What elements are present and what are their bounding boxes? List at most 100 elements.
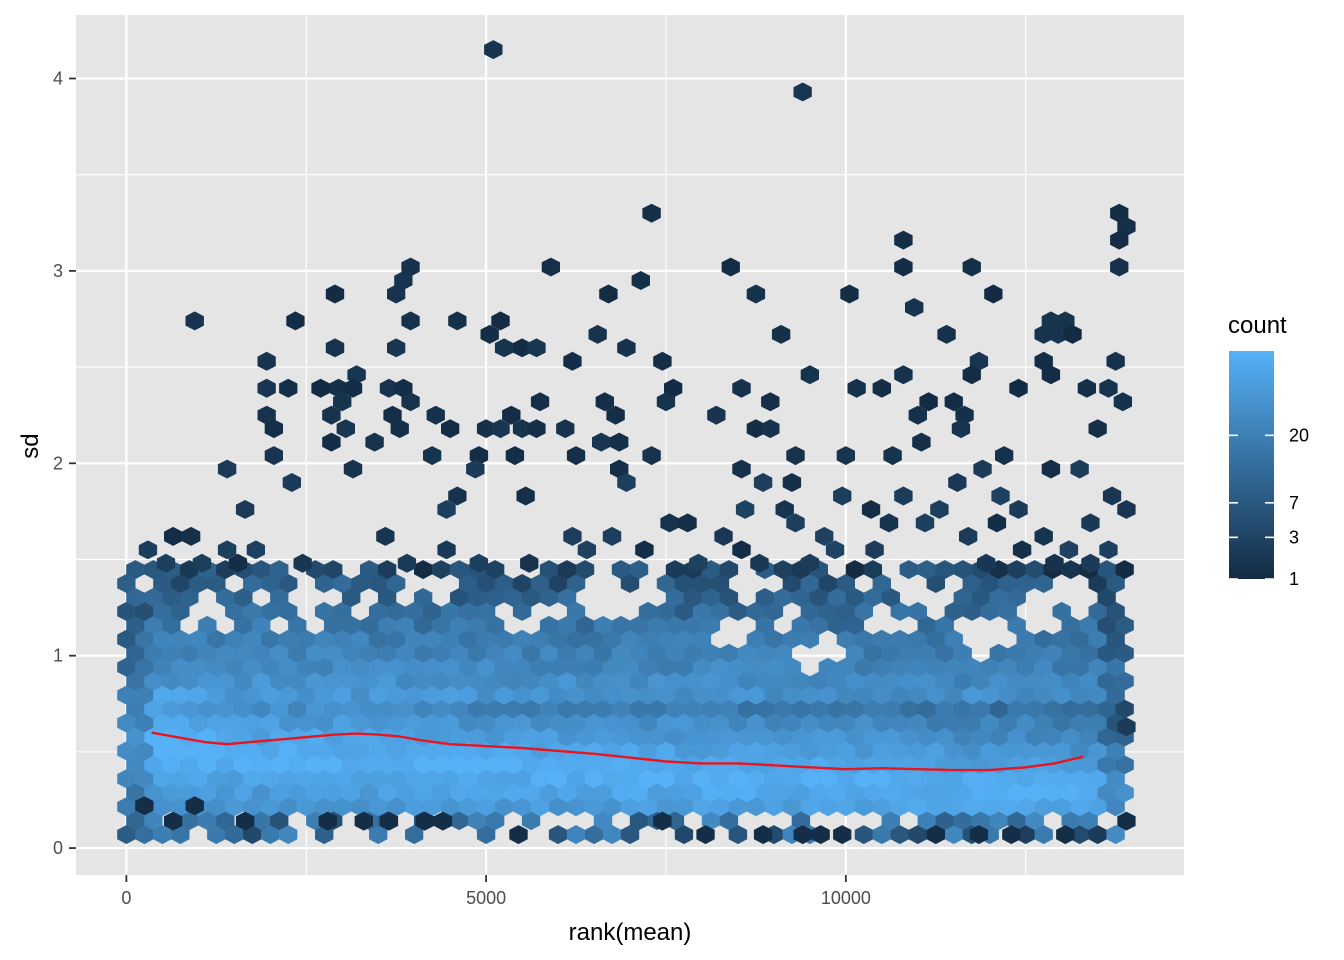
hex-cell [351, 713, 370, 733]
hex-cell [432, 615, 451, 635]
hex-cell [1016, 825, 1035, 845]
hex-cell [1034, 685, 1053, 705]
hex-cell [376, 526, 395, 546]
hex-cell [144, 699, 163, 719]
hex-cell [854, 685, 873, 705]
hex-cell [252, 699, 271, 719]
hex-cell [642, 446, 661, 466]
hex-cell [764, 629, 784, 649]
hex-cell [629, 671, 649, 691]
hex-cell [890, 825, 909, 845]
hex-cell [653, 811, 672, 831]
hex-cell [437, 540, 456, 560]
hex-cell [656, 713, 676, 733]
hex-cell [530, 741, 550, 761]
hex-cell [1061, 615, 1080, 635]
hex-cell [387, 741, 406, 761]
hex-cell [315, 629, 334, 649]
hex-cell [737, 699, 757, 719]
hex-cell [917, 643, 936, 663]
hex-cell [405, 741, 424, 761]
hex-cell [602, 685, 622, 705]
hex-cell [458, 601, 478, 621]
hex-cell [809, 727, 828, 747]
hex-cell [1115, 615, 1134, 635]
hex-cell [548, 657, 568, 677]
hex-cell [692, 769, 712, 789]
hex-cell [414, 560, 433, 580]
hex-cell [629, 727, 649, 747]
hex-cell [836, 629, 855, 649]
hex-cell [719, 811, 739, 831]
hex-cell [755, 699, 775, 719]
hex-cell [953, 588, 972, 607]
hex-cell [683, 783, 703, 803]
hex-cell [953, 699, 972, 719]
hex-cell [863, 671, 882, 691]
hex-cell [665, 727, 685, 747]
hex-cell [117, 797, 136, 817]
hex-cell [414, 783, 433, 803]
hex-cell [530, 629, 550, 649]
hex-cell [836, 685, 855, 705]
hex-cell [450, 588, 469, 607]
hex-cell [458, 769, 478, 789]
hex-cell [171, 741, 190, 761]
hex-cell [1025, 671, 1044, 691]
hex-cell [485, 783, 505, 803]
hex-cell [674, 574, 694, 593]
hex-cell [530, 574, 550, 593]
hex-cell [998, 574, 1017, 593]
hex-cell [809, 755, 828, 775]
hex-cell [343, 378, 363, 398]
hex-cell [390, 419, 409, 439]
hex-cell [1110, 257, 1129, 277]
hex-cell [135, 657, 154, 677]
hex-cell [315, 685, 334, 705]
hex-cell [1034, 797, 1053, 817]
hex-cell [207, 741, 226, 761]
hex-cell [811, 825, 830, 845]
hex-cell [557, 643, 577, 663]
hex-cell [198, 755, 217, 775]
hex-cell [164, 811, 183, 831]
hex-cell [1009, 500, 1028, 519]
hex-cell [180, 699, 199, 719]
hex-cell [1088, 629, 1107, 649]
hex-cell [894, 486, 913, 506]
hex-cell [919, 392, 938, 412]
hex-cell [342, 588, 361, 607]
hex-cell [592, 432, 611, 452]
hex-cell [1079, 727, 1098, 747]
hex-cell [325, 284, 345, 304]
hex-cell [503, 643, 523, 663]
hex-cell [441, 601, 460, 621]
hex-cell [809, 615, 828, 635]
hex-cell [171, 825, 190, 845]
hex-cell [674, 769, 694, 789]
hex-cell [252, 560, 271, 580]
hex-cell [1045, 553, 1064, 573]
hex-cell [485, 727, 505, 747]
hex-cell [476, 574, 496, 593]
hex-cell [306, 755, 325, 775]
hex-cell [423, 629, 442, 649]
hex-cell [962, 257, 981, 277]
hex-cell [917, 560, 936, 580]
hex-cell [755, 783, 775, 803]
y-tick-label: 4 [53, 68, 63, 88]
hex-cell [171, 713, 190, 733]
hex-cell [773, 783, 793, 803]
hex-cell [1007, 783, 1026, 803]
hex-cell [908, 657, 927, 677]
hex-cell [926, 769, 945, 789]
hex-cell [414, 588, 433, 607]
hex-cell [144, 783, 163, 803]
hex-cell [881, 811, 900, 831]
hex-cell [1088, 797, 1107, 817]
hex-cell [584, 629, 604, 649]
hex-cell [710, 741, 730, 761]
hex-cell [432, 755, 451, 775]
hex-cell [135, 713, 154, 733]
hex-cell [854, 825, 873, 845]
